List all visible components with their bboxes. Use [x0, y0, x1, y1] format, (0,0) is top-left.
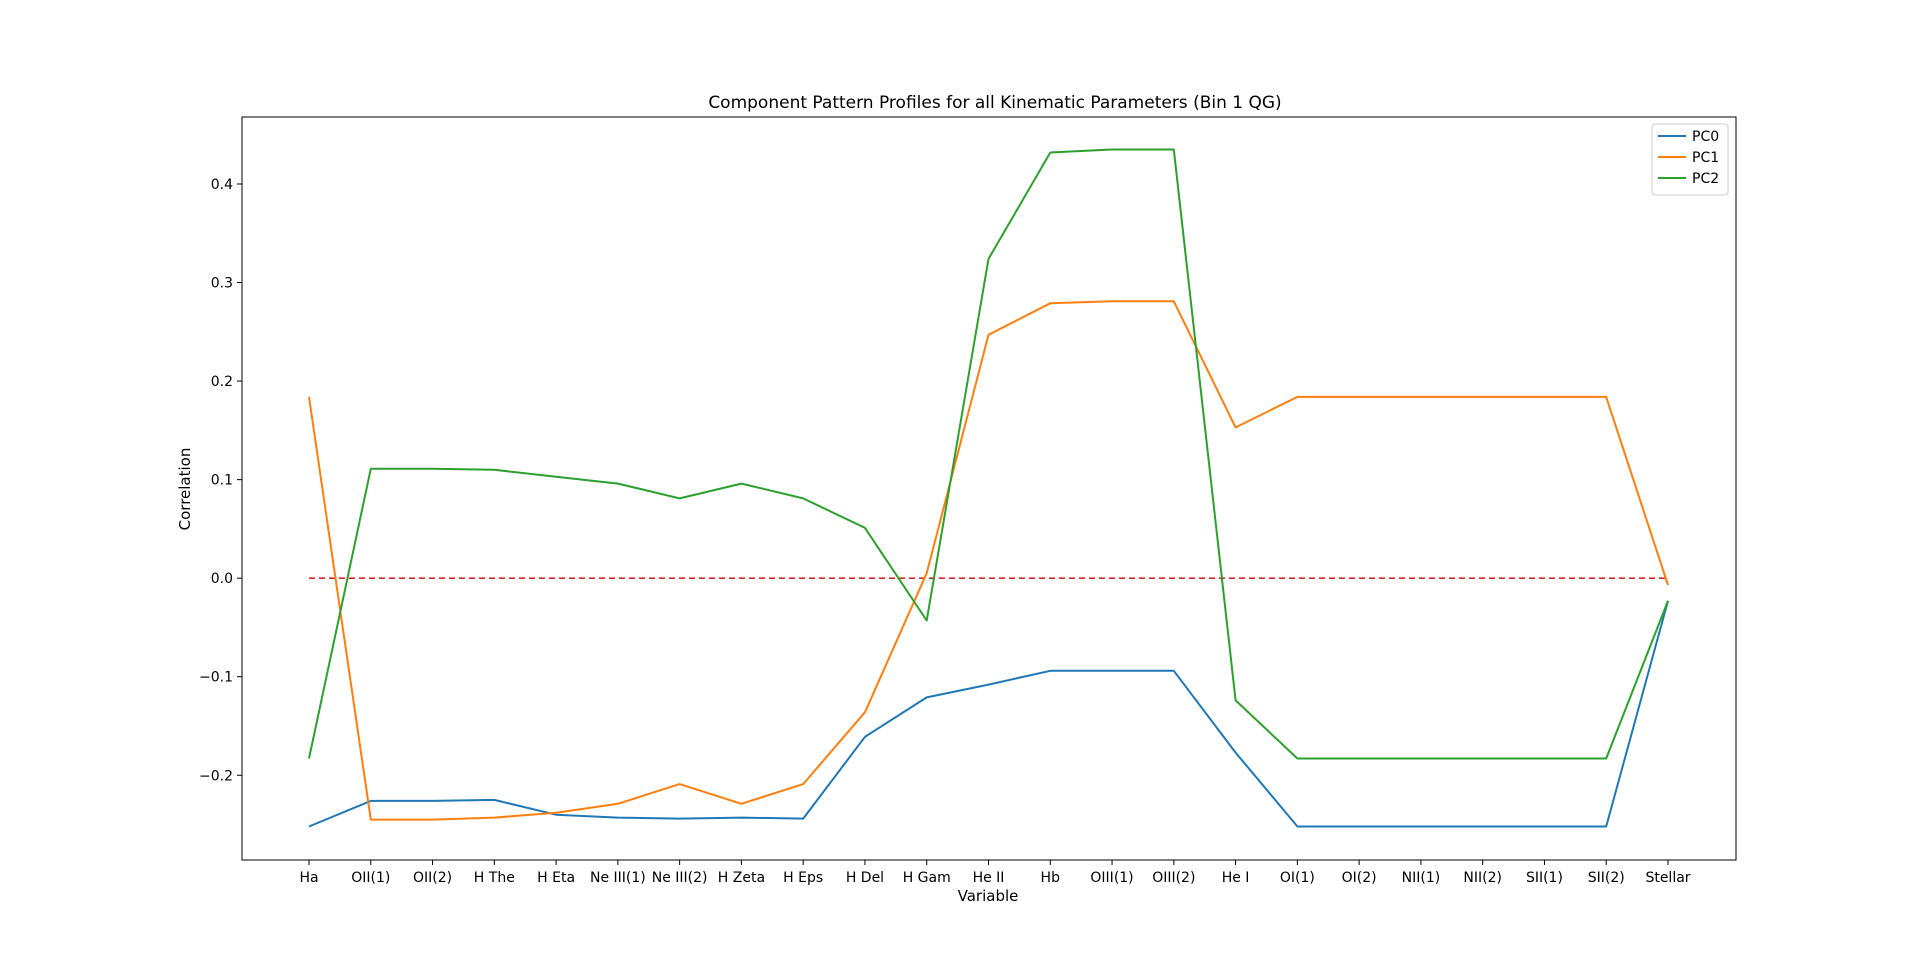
chart-title: Component Pattern Profiles for all Kinem… [708, 93, 1281, 113]
y-tick-label: 0.2 [211, 374, 233, 390]
x-tick-label: H Eta [537, 870, 575, 886]
y-tick-label: 0.1 [211, 473, 233, 489]
x-tick-label: H Gam [903, 870, 951, 886]
legend-label-pc0: PC0 [1692, 129, 1719, 145]
y-tick-label: 0.3 [211, 276, 233, 292]
x-tick-label: OIII(1) [1090, 870, 1133, 886]
series-line-pc1 [308, 300, 1669, 821]
y-axis-label: Correlation [176, 448, 194, 531]
x-axis-label: Variable [958, 887, 1019, 905]
x-tick-label: Stellar [1645, 870, 1690, 886]
y-tick-label: −0.2 [199, 768, 233, 784]
legend: PC0 PC1 PC2 [1651, 123, 1729, 196]
x-tick-label: H Zeta [718, 870, 765, 886]
x-tick-label: H The [474, 870, 515, 886]
plot-area [241, 116, 1737, 861]
x-tick-label: Ha [299, 870, 318, 886]
x-tick-label: H Del [846, 870, 884, 886]
y-tick-label: −0.1 [199, 670, 233, 686]
series-line-pc0 [308, 600, 1669, 828]
x-tick-label: OI(1) [1280, 870, 1315, 886]
x-tick-label: He II [973, 870, 1005, 886]
x-tick-label: OII(1) [351, 870, 390, 886]
x-tick-label: SII(2) [1588, 870, 1625, 886]
x-tick-label: OIII(2) [1152, 870, 1195, 886]
y-tick-label: 0.0 [211, 571, 233, 587]
x-tick-label: NII(2) [1463, 870, 1502, 886]
x-tick-label: NII(1) [1402, 870, 1441, 886]
x-tick-label: H Eps [783, 870, 823, 886]
x-tick-label: OI(2) [1342, 870, 1377, 886]
x-tick-label: Ne III(1) [590, 870, 646, 886]
x-tick-label: He I [1222, 870, 1250, 886]
legend-label-pc1: PC1 [1692, 150, 1719, 166]
series-line-pc2 [308, 148, 1669, 760]
legend-label-pc2: PC2 [1692, 171, 1719, 187]
y-tick-label: 0.4 [211, 177, 233, 193]
x-tick-label: OII(2) [413, 870, 452, 886]
x-tick-label: Ne III(2) [652, 870, 708, 886]
x-tick-label: SII(1) [1526, 870, 1563, 886]
x-tick-label: Hb [1041, 870, 1061, 886]
